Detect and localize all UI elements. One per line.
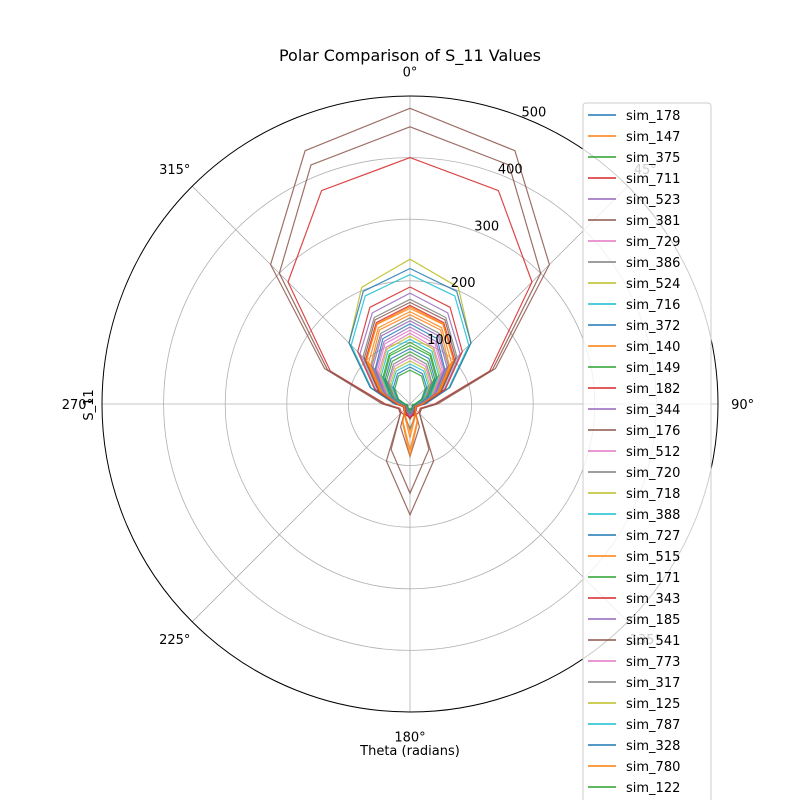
legend-label: sim_317 [626, 676, 680, 691]
r-tick-label: 100 [427, 333, 452, 348]
legend-label: sim_727 [626, 529, 680, 544]
polar-frame [101, 95, 719, 713]
legend-label: sim_780 [626, 760, 680, 775]
legend-label: sim_182 [626, 382, 680, 397]
r-tick-label: 500 [521, 105, 546, 120]
legend-label: sim_372 [626, 319, 680, 334]
legend-label: sim_125 [626, 697, 680, 712]
r-tick-label: 400 [498, 162, 523, 177]
legend-label: sim_711 [626, 172, 680, 187]
legend-label: sim_178 [626, 109, 680, 124]
r-tick-label: 200 [451, 276, 476, 291]
legend-label: sim_716 [626, 298, 680, 313]
r-tick-label: 300 [474, 219, 499, 234]
series-line [269, 107, 551, 517]
legend-label: sim_344 [626, 403, 680, 418]
legend-label: sim_515 [626, 550, 680, 565]
series-line [375, 326, 445, 418]
legend-box [582, 102, 712, 800]
series-line [372, 320, 448, 417]
legend-label: sim_729 [626, 235, 680, 250]
series-line [365, 306, 455, 457]
legend-label: sim_523 [626, 193, 680, 208]
angular-gridline [191, 403, 411, 623]
legend-label: sim_176 [626, 424, 680, 439]
legend-label: sim_720 [626, 466, 680, 481]
series-layer [269, 107, 551, 517]
legend-label: sim_185 [626, 613, 680, 628]
series-line [278, 126, 542, 495]
legend-label: sim_149 [626, 361, 680, 376]
theta-tick-label: 225° [159, 633, 190, 648]
theta-tick-label: 0° [403, 65, 418, 80]
legend-label: sim_388 [626, 508, 680, 523]
legend-label: sim_512 [626, 445, 680, 460]
legend-label: sim_147 [626, 130, 680, 145]
theta-tick-label: 180° [394, 731, 425, 746]
theta-tick-label: 315° [159, 163, 190, 178]
legend-label: sim_171 [626, 571, 680, 586]
legend-label: sim_122 [626, 781, 680, 796]
legend-label: sim_541 [626, 634, 680, 649]
series-line [394, 369, 426, 411]
legend-label: sim_718 [626, 487, 680, 502]
legend-label: sim_343 [626, 592, 680, 607]
legend-label: sim_140 [626, 340, 680, 355]
x-axis-label: Theta (radians) [359, 744, 460, 759]
series-line [385, 351, 435, 414]
chart-title: Polar Comparison of S_11 Values [279, 46, 541, 66]
theta-tick-label: 90° [731, 398, 754, 413]
legend-label: sim_381 [626, 214, 680, 229]
theta-tick-label: 270° [62, 398, 93, 413]
legend-label: sim_524 [626, 277, 680, 292]
y-axis-label: S_11 [82, 389, 97, 420]
legend: sim_178 sim_147 sim_375 sim_711 sim_523 sim_3… [582, 102, 712, 800]
legend-label: sim_375 [626, 151, 680, 166]
legend-label: sim_386 [626, 256, 680, 271]
series-line [357, 286, 463, 419]
legend-label: sim_328 [626, 739, 680, 754]
legend-label: sim_773 [626, 655, 680, 670]
legend-label: sim_787 [626, 718, 680, 733]
series-line [367, 311, 453, 439]
